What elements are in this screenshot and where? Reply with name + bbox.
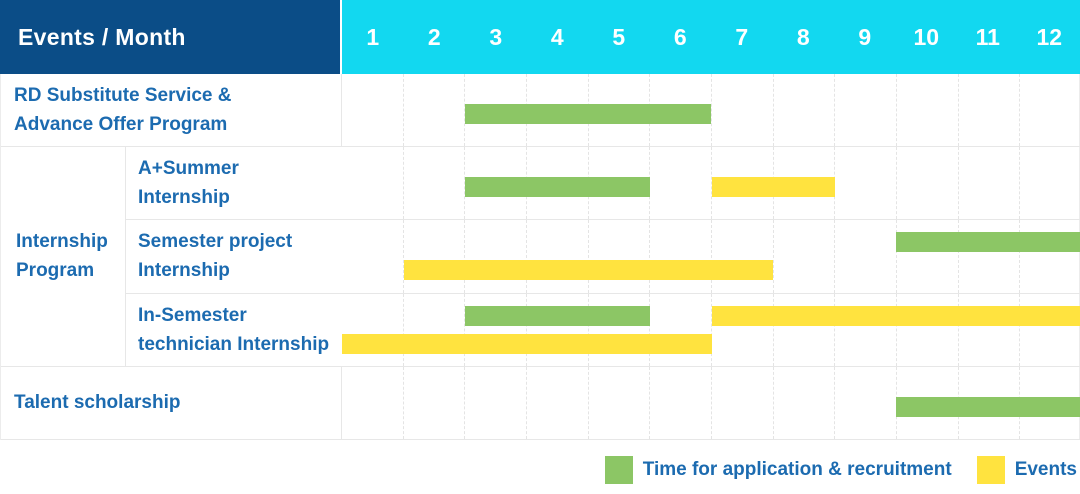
month-header-cell: 7 [735,23,749,50]
month-header-cell: 6 [673,23,687,50]
month-grid-cell [712,220,774,293]
month-grid-cell [712,293,774,366]
month-grid-cell [1020,74,1080,146]
month-header-cell: 12 [1036,23,1063,50]
month-grid-cell [404,147,466,220]
month-grid-cell [774,74,836,147]
legend-label: Events [1014,459,1077,481]
month-grid-cell [342,220,404,293]
timeline-row [342,366,1080,440]
gantt-body: RD Substitute Service & Advance Offer Pr… [0,74,1080,440]
gantt-bar-application [896,232,1080,253]
month-grid-cell [650,366,713,439]
legend-item-application: Time for application & recruitment [604,456,952,485]
month-grid-cell [959,74,1021,147]
gantt-bar-application [465,305,650,326]
gantt-bar-application [465,177,650,198]
month-grid-cell [774,147,836,220]
gantt-bar-application [465,104,712,124]
row-label: Semester project Internship [126,220,342,294]
month-grid-cell [897,147,959,220]
month-grid-cell [835,293,898,366]
month-grid-cell [835,74,898,147]
month-grid-cell [650,220,713,293]
month-grid-cell [774,220,836,293]
month-grid-cell [712,366,774,439]
events-swatch-icon [976,456,1005,485]
month-grid-cell [404,293,466,366]
month-grid-cell [527,366,589,439]
gantt-bar-application [896,396,1080,417]
legend-label: Time for application & recruitment [642,459,952,481]
row-label: In-Semester technician Internship [126,294,342,367]
month-header-cell: 5 [612,23,626,50]
month-header-cell: 11 [975,23,1000,50]
month-grid-cell [404,366,466,439]
month-grid-cell [589,366,651,439]
table-header-row: Events / Month 1 2 3 4 5 6 7 8 9 10 11 12 [0,0,1080,74]
month-header-cell: 8 [796,23,810,50]
month-grid-cell [650,147,713,220]
legend: Time for application & recruitment Event… [0,440,1080,493]
month-grid-cell [342,74,404,147]
month-grid-cell [712,74,774,147]
gantt-bar-event [342,333,712,354]
gantt-bar-event [403,260,774,281]
month-grid-cell [342,293,404,366]
timeline-row [342,147,1080,221]
month-grid-cell [774,293,836,366]
month-grid-cell [465,293,528,366]
row-label: RD Substitute Service & Advance Offer Pr… [1,74,342,148]
month-grid-cell [835,147,898,220]
month-header-cell: 2 [427,23,441,50]
month-grid-cell [1020,147,1080,219]
month-grid-cell [835,366,898,439]
row-label: Talent scholarship [1,366,342,440]
month-grid-cell [589,220,651,293]
month-grid-cell [897,74,959,147]
application-swatch-icon [604,456,633,485]
month-header-cell: 9 [858,23,872,50]
timeline-row [342,220,1080,294]
month-grid-cell [1020,220,1080,292]
month-header-cell: 4 [550,23,564,50]
month-grid-cell [342,147,404,220]
month-grid-cell [774,366,836,439]
month-grid-cell [527,220,589,293]
month-grid-cell [650,74,713,147]
month-grid-cell [1020,294,1080,366]
month-grid-cell [527,293,589,366]
row-group-label: Internship Program [1,147,126,367]
month-grid-cell [404,74,466,147]
row-label: A+Summer Internship [126,147,342,221]
month-gridlines [342,220,1080,293]
month-grid-cell [959,293,1021,366]
timeline-row [342,74,1080,148]
month-grid-cell [959,220,1021,293]
gantt-bar-event [711,305,1080,326]
month-grid-cell [589,293,651,366]
month-grid-cell [959,147,1021,220]
month-grid-cell [465,220,528,293]
month-grid-cell [342,366,404,439]
gantt-bar-event [711,177,835,198]
timeline-row [342,293,1080,367]
legend-item-events: Events [976,456,1077,485]
month-header-cell: 1 [366,23,380,50]
month-grid-cell [650,293,713,366]
month-header-strip: 1 2 3 4 5 6 7 8 9 10 11 12 [342,0,1080,74]
month-grid-cell [897,293,959,366]
month-header-cell: 3 [489,23,503,50]
month-grid-cell [835,220,898,293]
month-grid-cell [465,366,528,439]
month-grid-cell [404,220,466,293]
month-gridlines [342,293,1080,366]
header-title-cell: Events / Month [0,0,342,74]
month-header-cell: 10 [913,23,940,50]
month-grid-cell [897,220,959,293]
